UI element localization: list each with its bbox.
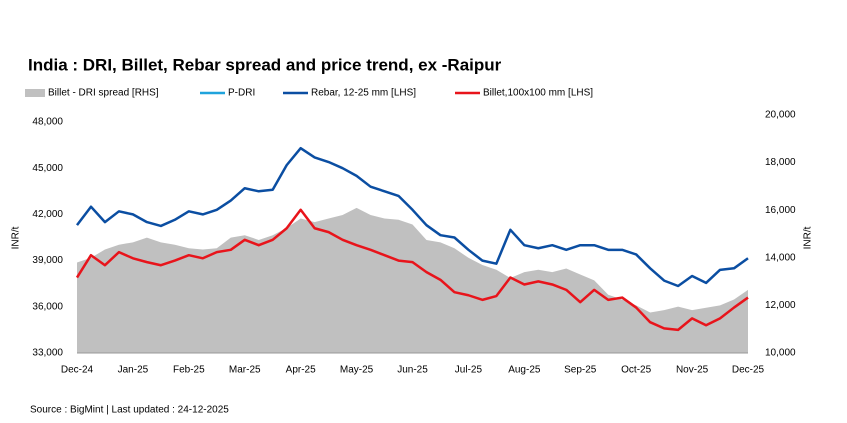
y-axis-label: INR/t [11,226,22,249]
y2-tick-label: 18,000 [765,157,796,168]
y2-axis-label: INR/t [803,226,814,249]
y-tick-label: 45,000 [32,163,63,174]
x-tick-label: Jul-25 [455,365,483,376]
y2-tick-label: 20,000 [765,110,796,121]
legend-label: Rebar, 12-25 mm [LHS] [311,88,416,99]
y-tick-label: 36,000 [32,301,63,312]
x-tick-label: Oct-25 [621,365,651,376]
y2-tick-label: 12,000 [765,300,796,311]
y-tick-label: 33,000 [32,348,63,359]
x-tick-label: Nov-25 [676,365,709,376]
x-tick-label: Mar-25 [229,365,261,376]
line [75,208,749,332]
source: Source : BigMint | Last updated : 24-12-… [30,405,229,416]
x-tick-label: Sep-25 [564,365,597,376]
line [76,146,749,288]
y-tick-label: 48,000 [32,117,63,128]
x-tick-label: Feb-25 [173,365,205,376]
y2-tick-label: 10,000 [765,348,796,359]
area [77,207,748,353]
x-tick-label: Aug-25 [508,365,541,376]
x-tick-label: Jun-25 [397,365,428,376]
y2-tick-label: 14,000 [765,252,796,263]
y2-tick-label: 16,000 [765,205,796,216]
chart-title: India : DRI, Billet, Rebar spread and pr… [28,55,502,74]
legend-label: P-DRI [228,88,255,99]
x-tick-label: May-25 [340,365,374,376]
legend-swatch [25,89,45,97]
x-tick-label: Apr-25 [286,365,316,376]
x-tick-label: Jan-25 [118,365,149,376]
x-tick-label: Dec-24 [61,365,94,376]
y-tick-label: 42,000 [32,209,63,220]
legend-label: Billet,100x100 mm [LHS] [483,88,593,99]
y-tick-label: 39,000 [32,255,63,266]
x-tick-label: Dec-25 [732,365,765,376]
legend-label: Billet - DRI spread [RHS] [48,88,159,99]
